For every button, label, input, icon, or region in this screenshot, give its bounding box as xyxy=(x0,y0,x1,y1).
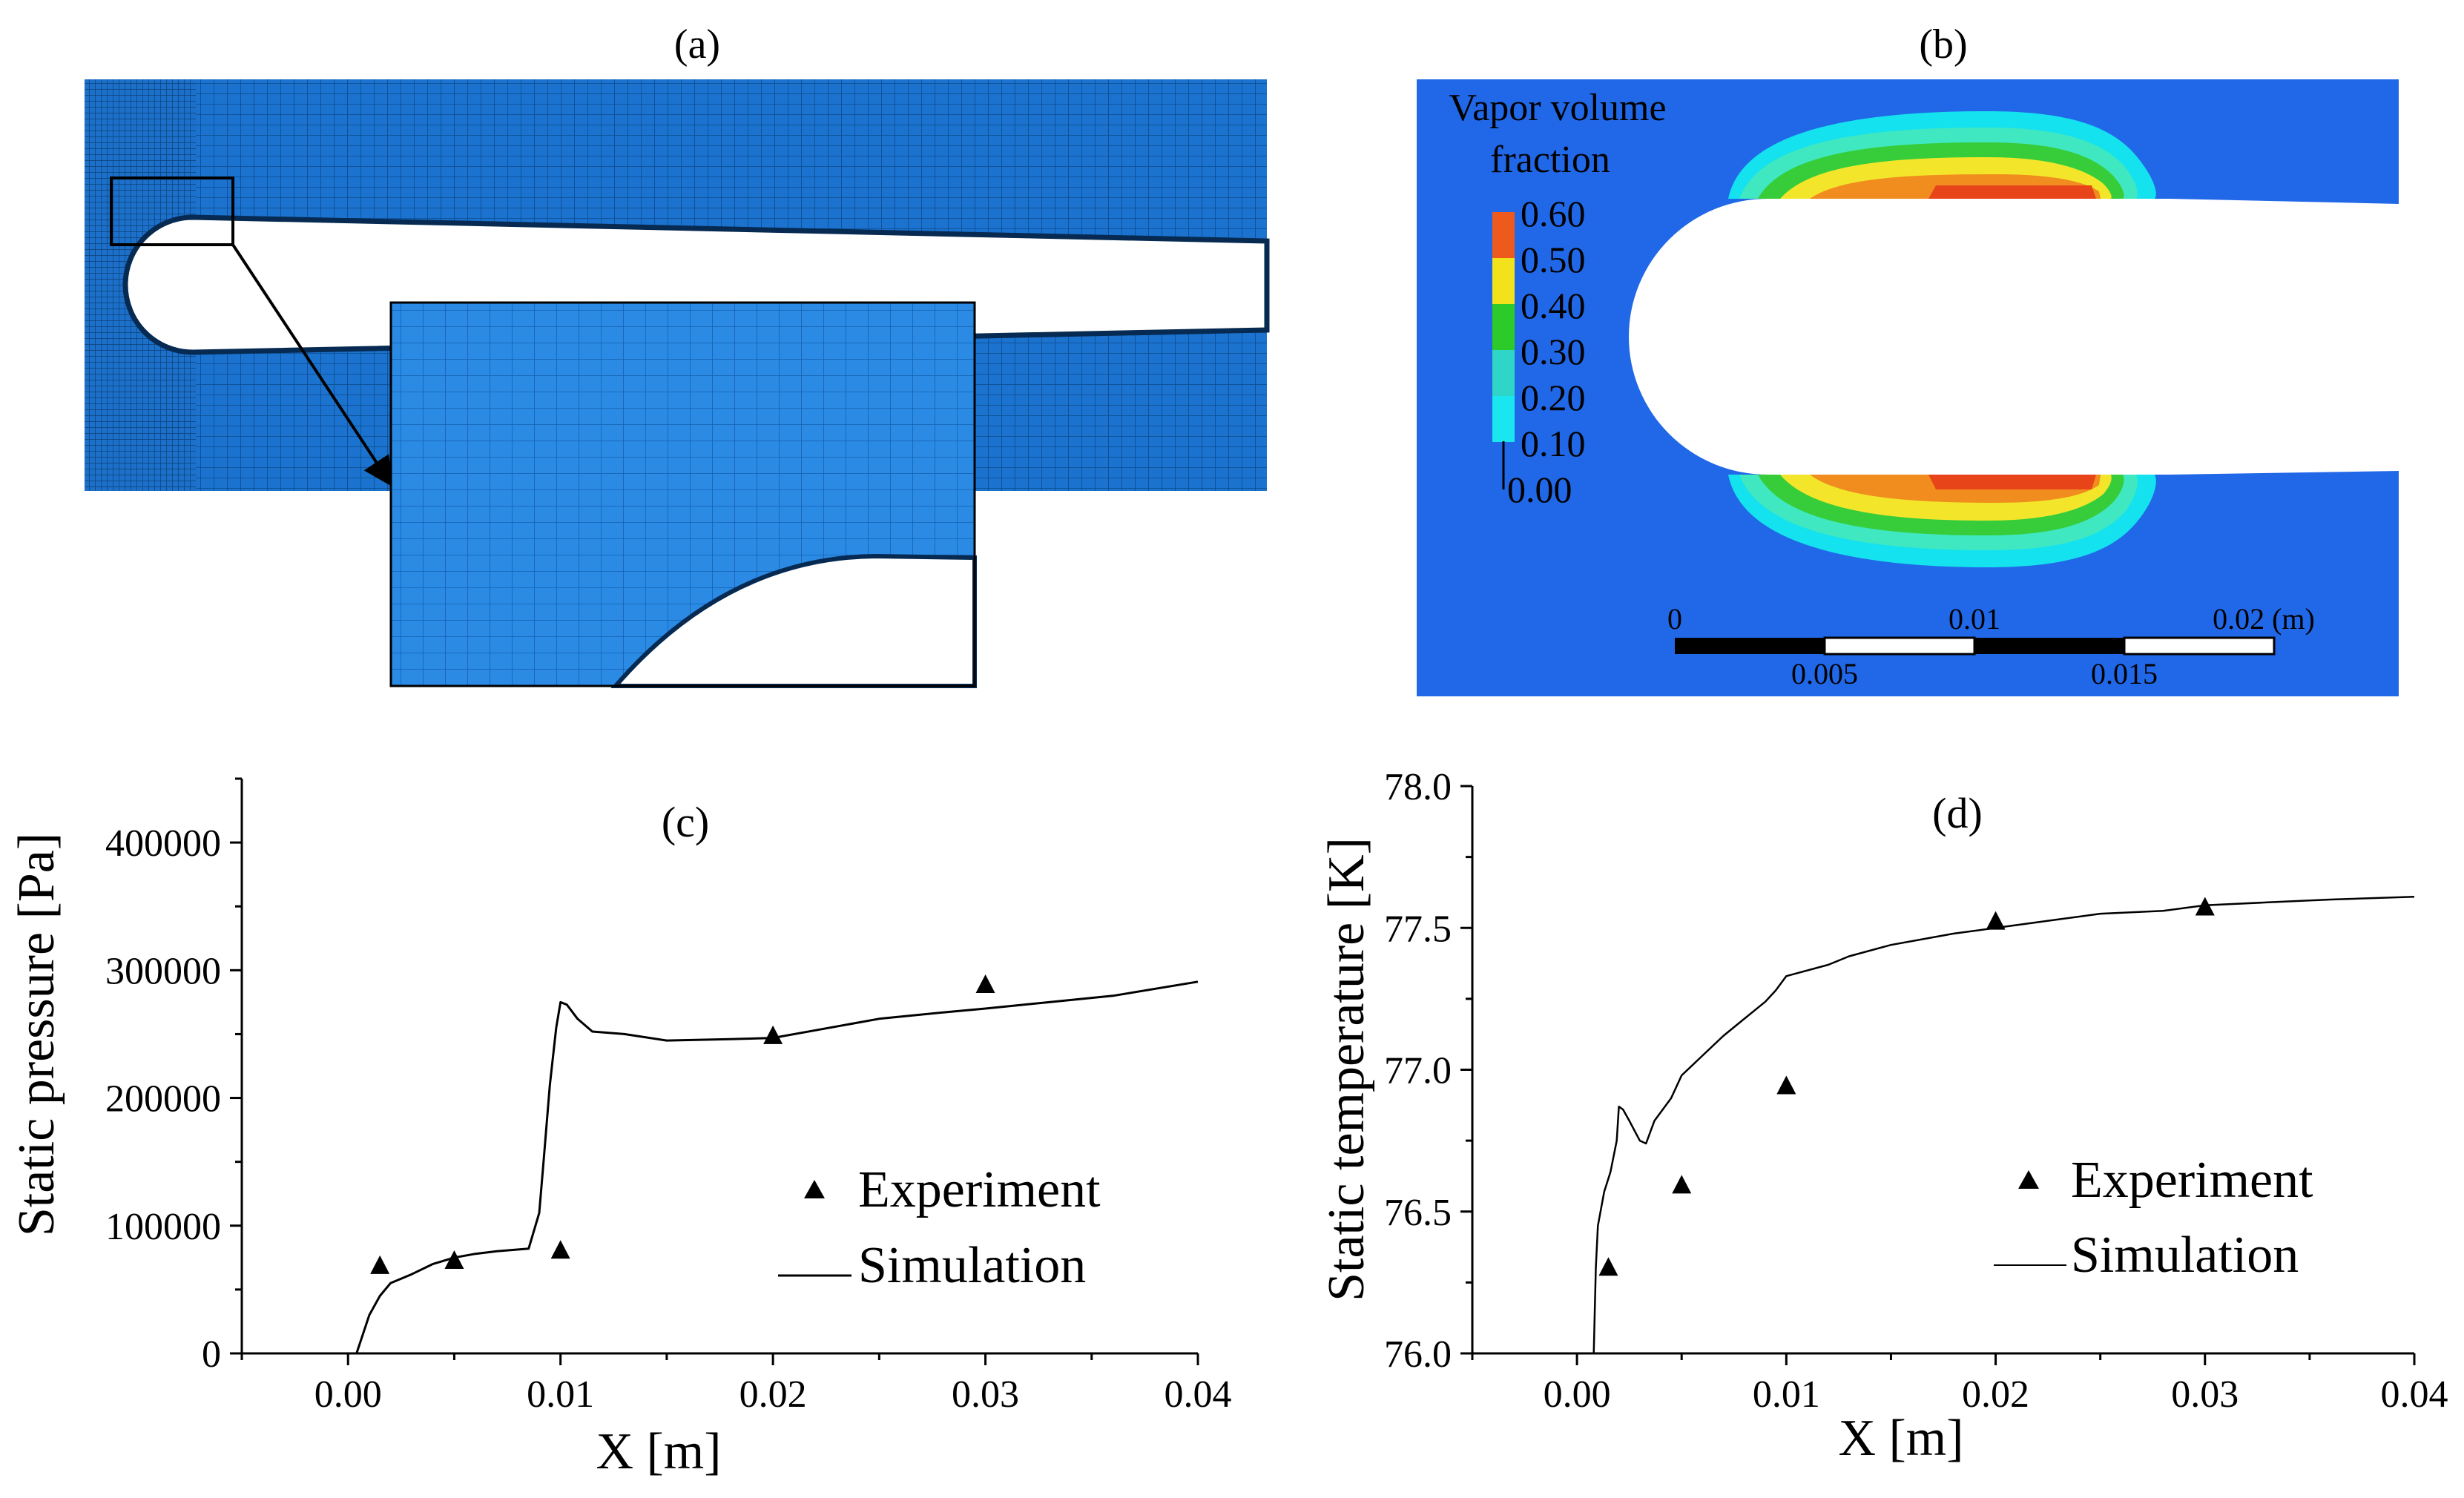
chart-c-axes: 0.00 0.01 0.02 0.03 0.04 0 100000 200000 300000 4… xyxy=(105,777,1232,1416)
chart-c-xtick-label: 0.01 xyxy=(527,1373,594,1416)
legend-swatch-4 xyxy=(1492,396,1515,442)
chart-c-ytick-label: 200000 xyxy=(105,1078,221,1121)
chart-c-xtick-label: 0.03 xyxy=(952,1373,1019,1416)
chart-c-experiment-point xyxy=(444,1250,464,1269)
scale-label-0005: 0.005 xyxy=(1791,657,1858,690)
chart-d-experiment-point xyxy=(1598,1257,1618,1276)
chart-c-experiment-point xyxy=(975,974,995,993)
chart-c-experiment-point xyxy=(763,1025,783,1044)
scale-label-002: 0.02 (m) xyxy=(2213,602,2315,636)
chart-d-title: (d) xyxy=(1932,789,1983,837)
legend-tick-000: 0.00 xyxy=(1507,469,1572,510)
chart-c-xtick-label: 0.00 xyxy=(314,1373,382,1416)
chart-static-temperature: (d) 0.00 0.01 0.02 0.03 0.04 76.0 76.5 77.0 77.5… xyxy=(1318,766,2448,1467)
scale-seg-3 xyxy=(1974,638,2124,654)
chart-d-xtick-label: 0.01 xyxy=(1753,1373,1820,1416)
chart-d-legend-experiment: Experiment xyxy=(2071,1152,2313,1209)
scale-seg-4 xyxy=(2123,636,2276,656)
panel-a: (a) xyxy=(85,22,1270,688)
chart-d-axes: 0.00 0.01 0.02 0.03 0.04 76.0 76.5 77.0 77.5 78.0 xyxy=(1384,766,2448,1416)
scale-label-001: 0.01 xyxy=(1949,602,2000,636)
chart-c-legend-triangle xyxy=(804,1180,825,1198)
legend-tick-030: 0.30 xyxy=(1521,331,1586,372)
panel-a-label: (a) xyxy=(674,22,720,67)
chart-c-experiment-point xyxy=(550,1240,570,1259)
legend-swatch-2 xyxy=(1492,304,1515,350)
chart-d-ytick-label: 76.0 xyxy=(1384,1333,1452,1376)
chart-c-title: (c) xyxy=(662,798,709,846)
chart-c-ytick-label: 300000 xyxy=(105,950,221,992)
legend-title-line1: Vapor volume xyxy=(1449,87,1666,129)
legend-tick-010: 0.10 xyxy=(1521,423,1586,464)
legend-swatch-0 xyxy=(1492,212,1515,258)
zoom-inset-body xyxy=(610,553,977,688)
chart-c-ytick-label: 100000 xyxy=(105,1206,221,1248)
legend-tick-040: 0.40 xyxy=(1521,285,1586,326)
zoom-inset-frame xyxy=(389,301,976,687)
legend-colorbar xyxy=(1492,212,1515,442)
chart-d-plot xyxy=(1592,895,2415,1354)
chart-d-legend-triangle xyxy=(2018,1170,2039,1189)
chart-d-ytick-label: 77.0 xyxy=(1384,1050,1452,1092)
chart-c-xlabel: X [m] xyxy=(596,1423,721,1480)
legend-tick-060: 0.60 xyxy=(1521,193,1586,234)
legend-tick-020: 0.20 xyxy=(1521,377,1586,418)
chart-d-series-simulation-line xyxy=(1592,895,2415,1354)
chart-d-experiment-point xyxy=(1672,1175,1692,1194)
legend-swatch-3 xyxy=(1492,350,1515,396)
chart-c-experiment-point xyxy=(370,1255,390,1274)
chart-d-xtick-label: 0.00 xyxy=(1544,1373,1611,1416)
chart-d-ylabel: Static temperature [K] xyxy=(1318,837,1375,1301)
chart-d-xtick-label: 0.04 xyxy=(2381,1373,2448,1416)
chart-c-ytick-label: 0 xyxy=(202,1333,221,1376)
chart-d-ytick-label: 78.0 xyxy=(1384,766,1452,808)
scale-seg-1 xyxy=(1675,638,1825,654)
scale-label-0015: 0.015 xyxy=(2091,657,2158,690)
panel-b: (b) Vapor volume fraction 0.60 0.50 0.40… xyxy=(1417,22,2399,696)
chart-d-legend-simulation: Simulation xyxy=(2071,1227,2299,1284)
chart-d-ytick-label: 76.5 xyxy=(1384,1192,1452,1234)
panel-b-label: (b) xyxy=(1919,22,1967,67)
chart-d-experiment-point xyxy=(2195,897,2215,916)
chart-d-ytick-label: 77.5 xyxy=(1384,908,1452,950)
chart-c-legend: Experiment Simulation xyxy=(778,1161,1101,1294)
chart-d-experiment-point xyxy=(1776,1075,1796,1095)
chart-c-ylabel: Static pressure [Pa] xyxy=(8,833,65,1236)
chart-c-plot xyxy=(355,974,1199,1354)
contour-hydrofoil-body xyxy=(1629,199,2399,475)
chart-d-experiment-point xyxy=(1986,911,2006,930)
chart-d-xtick-label: 0.02 xyxy=(1962,1373,2029,1416)
scale-label-0: 0 xyxy=(1667,602,1682,636)
chart-c-legend-experiment: Experiment xyxy=(858,1161,1101,1218)
zoom-region-box xyxy=(110,176,234,246)
zoom-arrow xyxy=(231,243,393,487)
cavity-red-lower xyxy=(1928,475,2096,489)
chart-static-pressure: (c) 0.00 0.01 0.02 0.03 0.04 0 100000 200000 300… xyxy=(8,777,1232,1480)
chart-d-xlabel: X [m] xyxy=(1838,1410,1963,1467)
legend-swatch-1 xyxy=(1492,258,1515,304)
chart-c-ytick-label: 400000 xyxy=(105,822,221,865)
legend-title-line2: fraction xyxy=(1490,139,1610,181)
chart-c-series-simulation-line xyxy=(355,980,1199,1354)
chart-d-xtick-label: 0.03 xyxy=(2171,1373,2239,1416)
scale-seg-2 xyxy=(1823,636,1976,656)
chart-c-xtick-label: 0.02 xyxy=(739,1373,807,1416)
chart-c-xtick-label: 0.04 xyxy=(1165,1373,1232,1416)
chart-c-legend-simulation: Simulation xyxy=(858,1237,1086,1294)
scale-bar: 0 0.01 0.02 (m) 0.005 0.015 xyxy=(1667,602,2315,690)
legend-tick-050: 0.50 xyxy=(1521,239,1586,280)
chart-d-legend: Experiment Simulation xyxy=(1994,1152,2313,1284)
cavity-red-upper xyxy=(1928,185,2096,199)
